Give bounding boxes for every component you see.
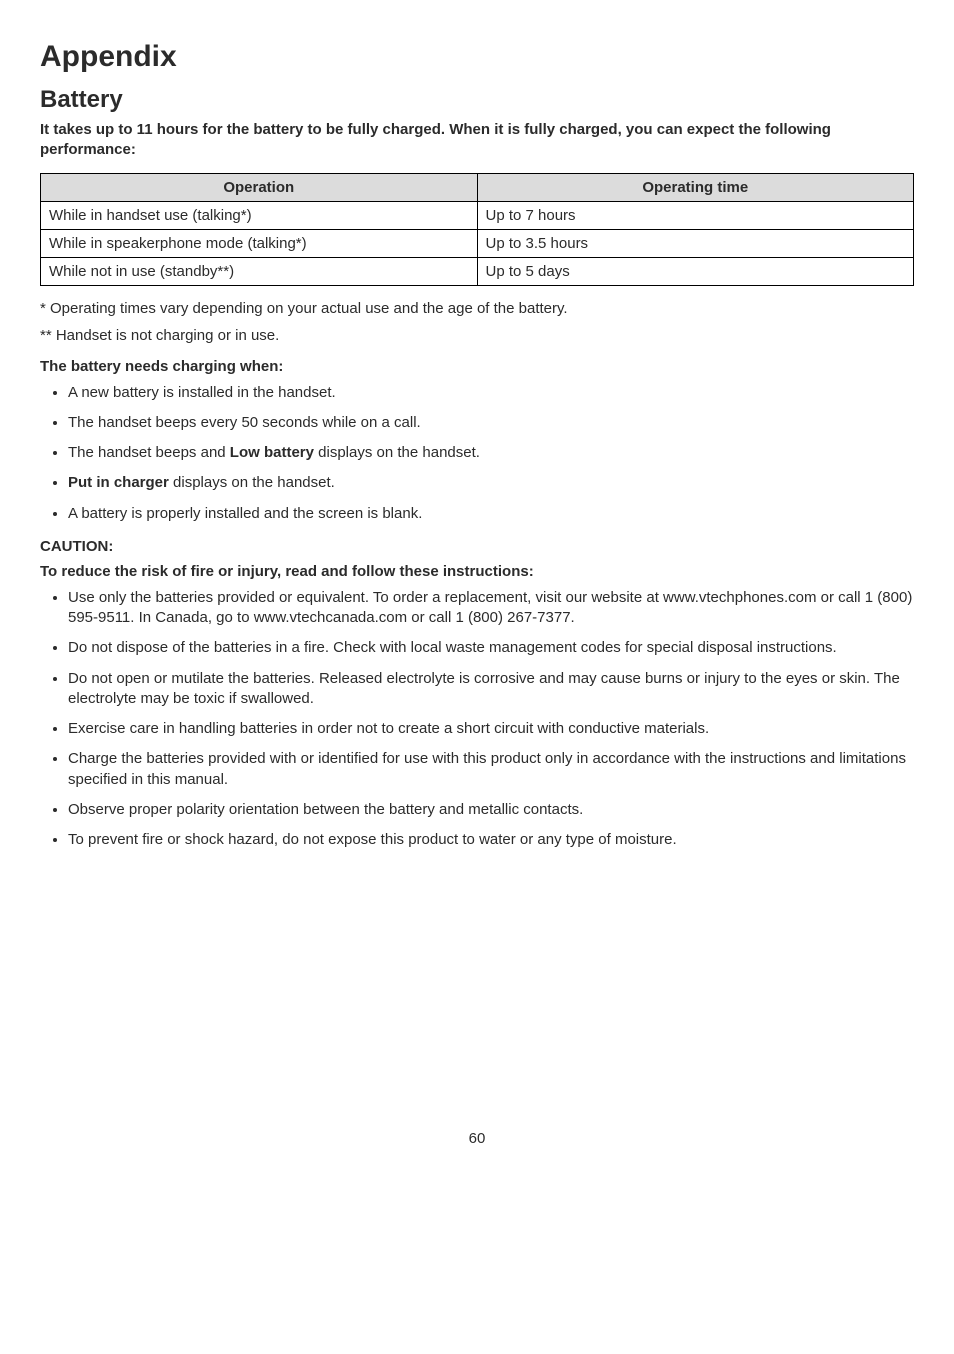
charging-list: A new battery is installed in the handse… [40, 383, 914, 524]
list-bold: Low battery [230, 444, 314, 461]
footnote-2: ** Handset is not charging or in use. [40, 327, 914, 344]
table-row: While not in use (standby**) Up to 5 day… [41, 257, 914, 285]
table-cell: While in handset use (talking*) [41, 201, 478, 229]
table-cell: While not in use (standby**) [41, 257, 478, 285]
table-row: While in speakerphone mode (talking*) Up… [41, 229, 914, 257]
list-item: The handset beeps and Low battery displa… [68, 443, 914, 463]
list-bold: Put in charger [68, 474, 169, 491]
list-item: Charge the batteries provided with or id… [68, 749, 914, 790]
page-title: Appendix [40, 40, 914, 74]
table-header-time: Operating time [477, 173, 914, 201]
table-row: While in handset use (talking*) Up to 7 … [41, 201, 914, 229]
table-cell: Up to 5 days [477, 257, 914, 285]
list-item: To prevent fire or shock hazard, do not … [68, 830, 914, 850]
battery-table: Operation Operating time While in handse… [40, 173, 914, 286]
list-item: A new battery is installed in the handse… [68, 383, 914, 403]
list-item: The handset beeps every 50 seconds while… [68, 413, 914, 433]
reduce-heading: To reduce the risk of fire or injury, re… [40, 563, 914, 580]
charging-heading: The battery needs charging when: [40, 358, 914, 375]
list-item: Do not open or mutilate the batteries. R… [68, 669, 914, 710]
list-item: A battery is properly installed and the … [68, 504, 914, 524]
table-cell: While in speakerphone mode (talking*) [41, 229, 478, 257]
list-text: displays on the handset. [169, 474, 335, 491]
table-cell: Up to 3.5 hours [477, 229, 914, 257]
table-cell: Up to 7 hours [477, 201, 914, 229]
caution-heading: CAUTION: [40, 538, 914, 555]
list-text: displays on the handset. [314, 444, 480, 461]
list-item: Put in charger displays on the handset. [68, 473, 914, 493]
table-header-row: Operation Operating time [41, 173, 914, 201]
caution-list: Use only the batteries provided or equiv… [40, 588, 914, 851]
footnote-1: * Operating times vary depending on your… [40, 300, 914, 317]
page-number: 60 [40, 1130, 914, 1147]
list-item: Do not dispose of the batteries in a fir… [68, 638, 914, 658]
list-item: Use only the batteries provided or equiv… [68, 588, 914, 629]
intro-text: It takes up to 11 hours for the battery … [40, 120, 914, 161]
list-item: Exercise care in handling batteries in o… [68, 719, 914, 739]
list-item: Observe proper polarity orientation betw… [68, 800, 914, 820]
section-title: Battery [40, 86, 914, 114]
table-header-operation: Operation [41, 173, 478, 201]
list-text: The handset beeps and [68, 444, 230, 461]
